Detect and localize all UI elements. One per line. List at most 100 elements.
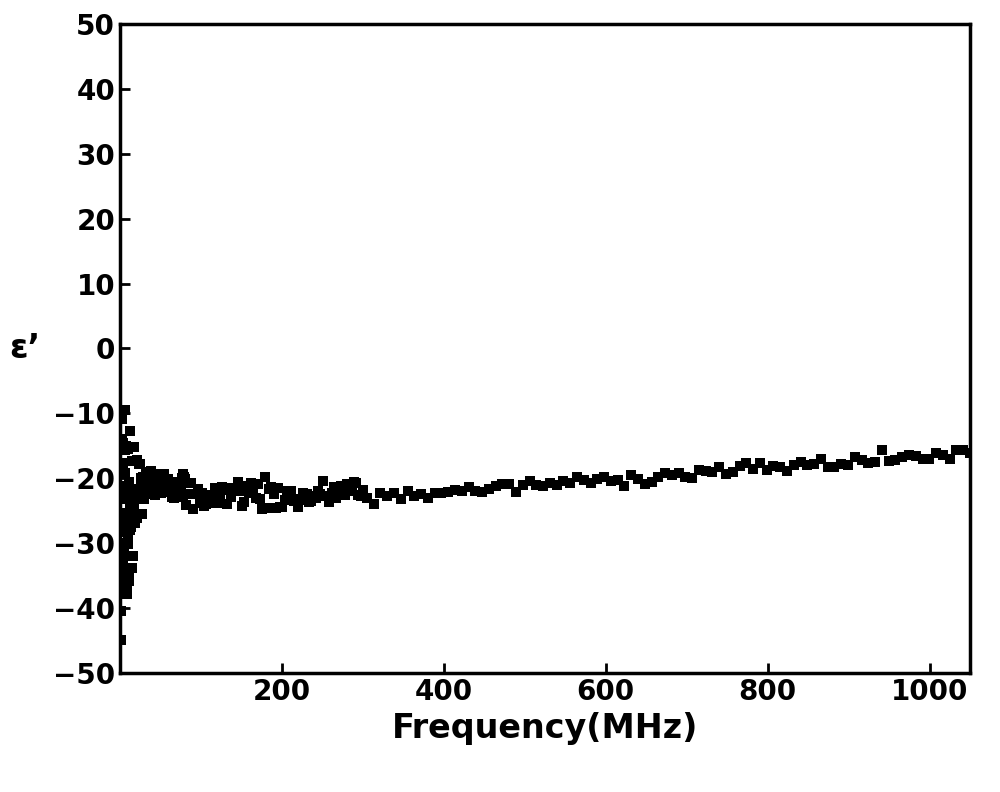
Point [386, 487, 402, 500]
Point [145, 485, 161, 497]
Point [131, 482, 147, 495]
Point [301, 495, 317, 508]
Point [114, 564, 130, 577]
Point [153, 478, 169, 490]
Point [203, 489, 219, 501]
Point [119, 536, 135, 549]
Point [494, 478, 510, 490]
Point [114, 413, 130, 425]
Point [119, 588, 135, 600]
Point [170, 484, 186, 497]
Point [114, 433, 130, 446]
Point [420, 492, 436, 505]
Point [447, 483, 463, 496]
Point [718, 467, 734, 480]
Point [833, 458, 849, 470]
Point [121, 565, 137, 577]
Point [894, 450, 910, 463]
Point [297, 493, 313, 506]
Point [156, 482, 172, 494]
Point [183, 477, 199, 489]
Point [928, 447, 944, 459]
Point [168, 482, 184, 495]
Point [152, 475, 168, 488]
Point [162, 481, 178, 493]
Point [171, 489, 187, 501]
Point [806, 458, 822, 470]
Point [149, 478, 165, 491]
Point [306, 489, 322, 502]
Point [793, 455, 809, 468]
Point [130, 490, 146, 503]
Point [126, 441, 142, 454]
Point [847, 451, 863, 463]
Point [157, 484, 173, 497]
Point [677, 471, 693, 484]
Point [152, 472, 168, 485]
Point [308, 491, 324, 504]
Point [759, 463, 775, 476]
Point [122, 496, 138, 508]
Point [124, 482, 140, 495]
Point [174, 471, 190, 484]
Point [277, 493, 293, 506]
Point [272, 501, 288, 514]
Point [596, 470, 612, 483]
Point [230, 476, 246, 489]
Point [433, 486, 449, 499]
Point [201, 497, 217, 509]
Point [147, 489, 163, 501]
Point [379, 490, 395, 503]
Point [166, 491, 182, 504]
Point [799, 459, 815, 471]
Point [181, 488, 197, 501]
Point [124, 505, 140, 517]
Point [139, 466, 155, 478]
Point [270, 482, 286, 494]
Point [171, 481, 187, 493]
Point [136, 477, 152, 489]
Point [161, 482, 177, 495]
Point [125, 493, 141, 505]
Point [163, 485, 179, 498]
Point [142, 481, 158, 493]
Point [576, 474, 592, 486]
Point [160, 472, 176, 485]
Point [461, 481, 477, 493]
Point [124, 504, 140, 516]
Point [173, 490, 189, 503]
Point [820, 461, 836, 474]
Point [942, 453, 958, 466]
Point [119, 479, 135, 492]
Point [170, 480, 186, 493]
Point [174, 474, 190, 487]
Point [120, 482, 136, 494]
Point [962, 447, 978, 459]
Point [671, 466, 687, 479]
Point [123, 515, 139, 527]
Point [236, 496, 252, 508]
Point [194, 487, 210, 500]
Point [752, 456, 768, 469]
Point [133, 471, 149, 484]
Point [328, 492, 344, 505]
Point [248, 491, 264, 504]
Point [146, 477, 162, 489]
Point [921, 453, 937, 466]
Point [315, 475, 331, 488]
Point [173, 480, 189, 493]
Point [254, 502, 270, 515]
Point [290, 501, 306, 513]
Point [141, 480, 157, 493]
Point [175, 489, 191, 501]
Point [274, 501, 290, 513]
Point [123, 521, 139, 534]
Point [555, 474, 571, 487]
Point [118, 583, 134, 596]
Point [303, 495, 319, 508]
Point [955, 444, 971, 457]
Point [263, 481, 279, 493]
Point [779, 465, 795, 478]
Point [854, 453, 870, 466]
Point [657, 466, 673, 479]
